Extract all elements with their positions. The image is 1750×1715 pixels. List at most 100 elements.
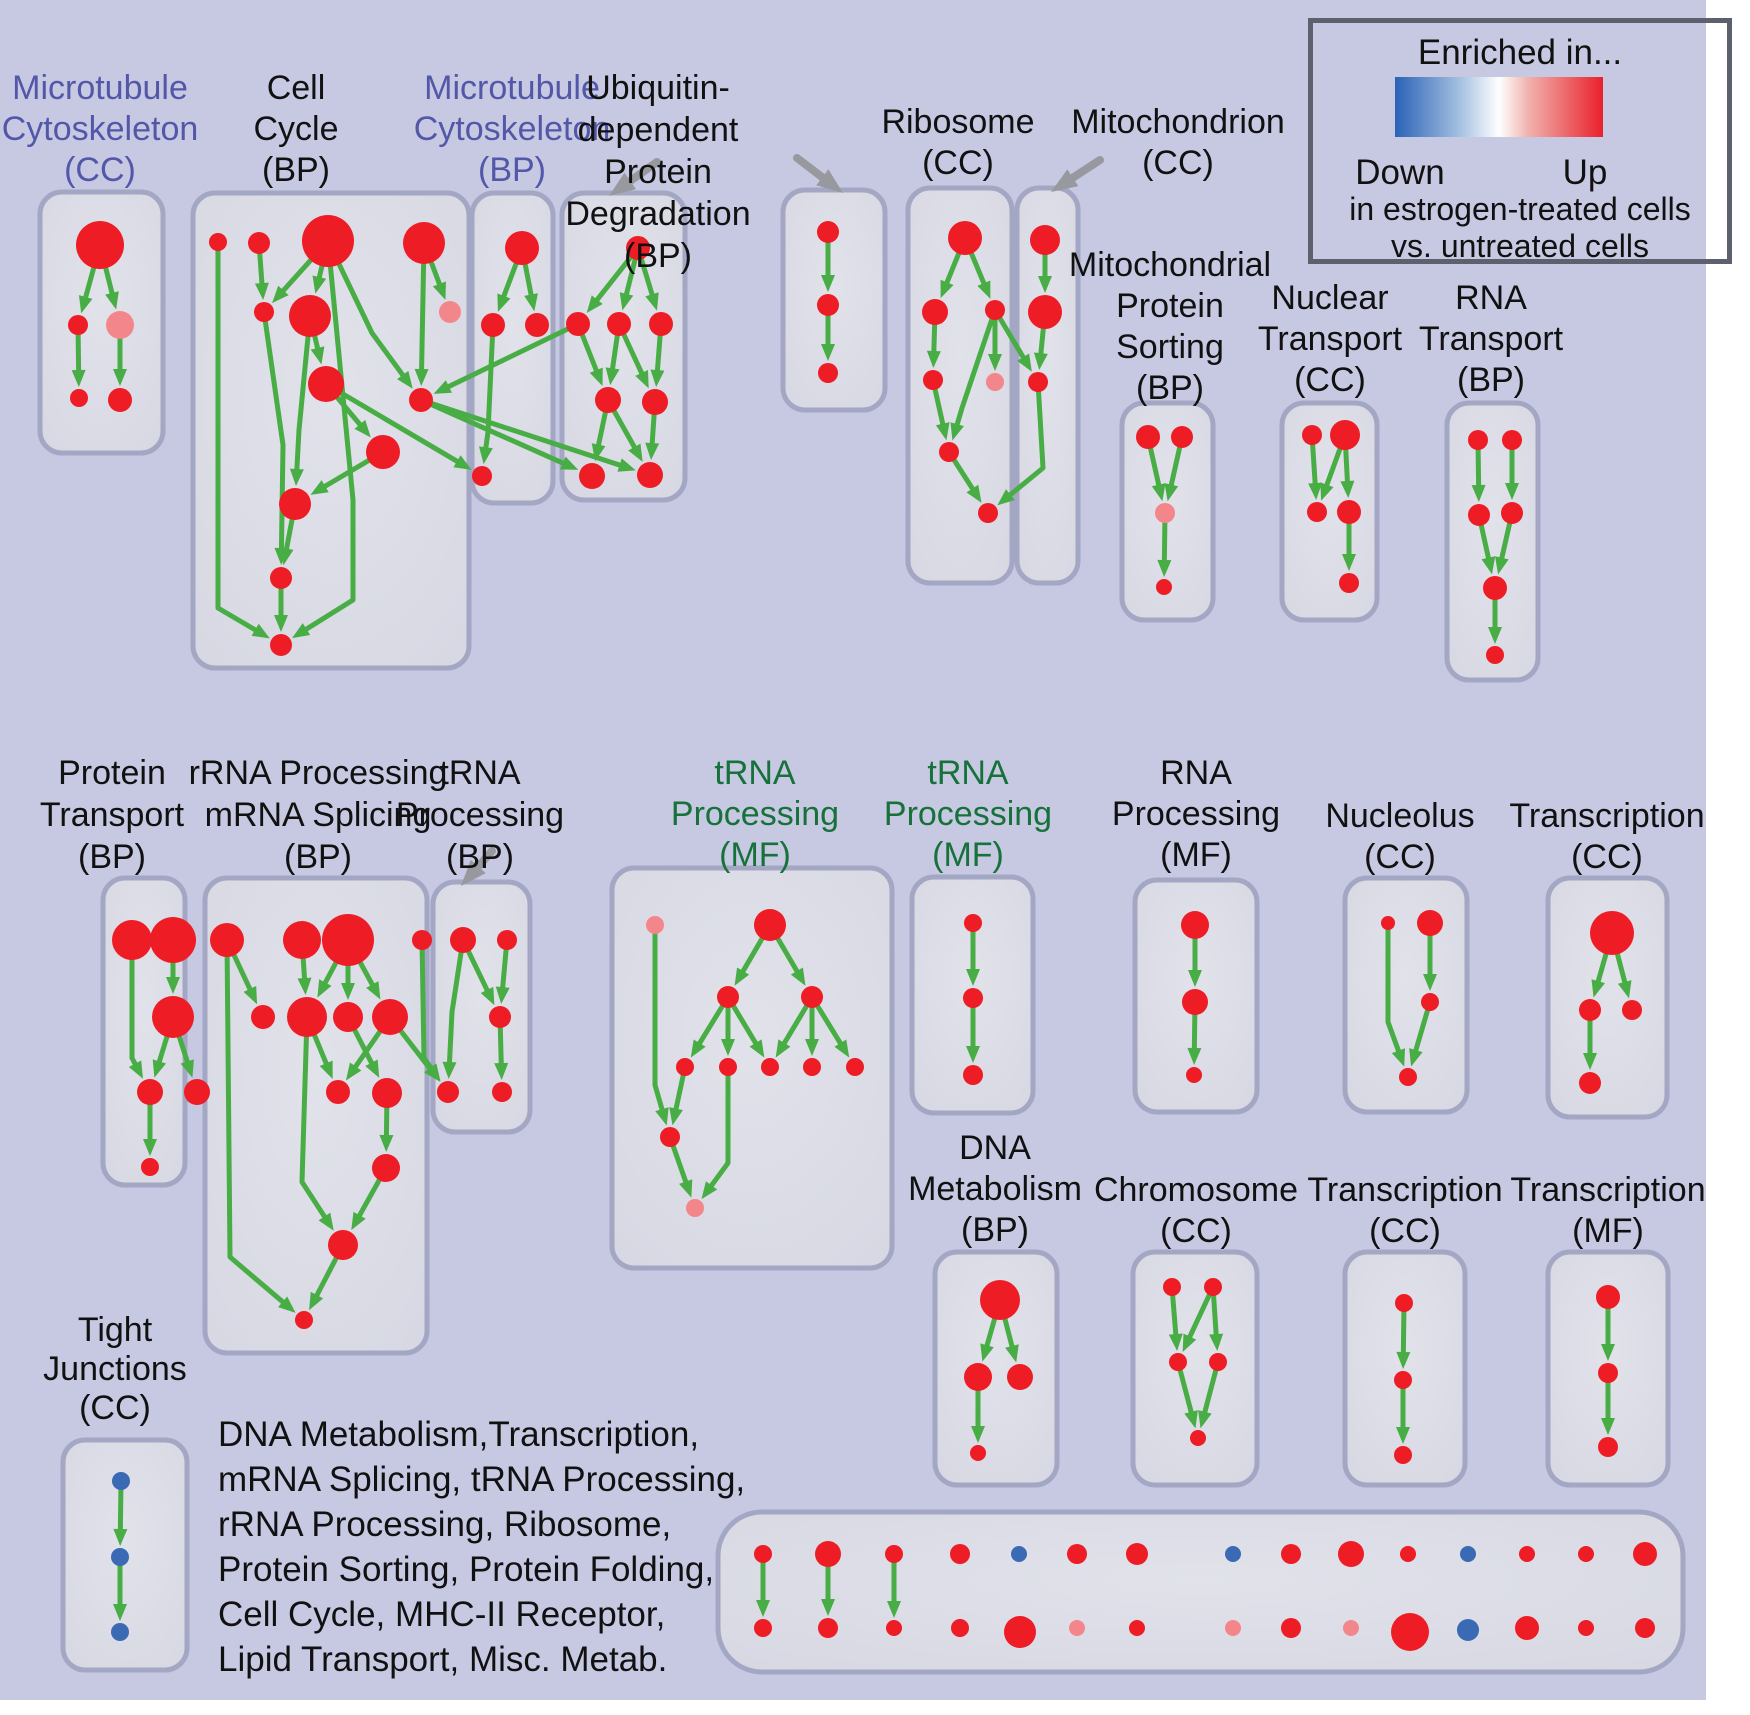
go-term-node-D4 [649, 312, 673, 336]
go-term-node-T1 [450, 927, 476, 953]
go-term-node-X5b [1004, 1616, 1036, 1648]
go-term-node-A2 [68, 315, 88, 335]
cluster-box-transcription-cc-3 [1342, 1249, 1468, 1488]
go-term-node-A1 [76, 221, 124, 269]
edge-line [1411, 999, 1433, 1058]
edge-arrowhead [289, 468, 304, 487]
go-term-node-Q4 [1579, 1072, 1601, 1094]
edge-arrowhead [1005, 1344, 1019, 1363]
go-term-node-J3 [1468, 504, 1490, 526]
edge-arrowhead [816, 169, 843, 193]
edge-arrowhead [71, 369, 86, 388]
cluster-label-rrna-processing-mrna-splicing-bp: rRNA Processing mRNA Splicing (BP) [189, 754, 448, 876]
cluster-label-ubiquitin-dependent-protein-degradation-bp: Ubiquitin-dependent Protein Degradation (BP… [565, 69, 750, 275]
go-term-node-L2 [283, 921, 321, 959]
go-term-node-M7 [761, 1058, 779, 1076]
edge-arrowhead [310, 480, 329, 495]
legend-title: Enriched in... [1417, 33, 1623, 72]
cluster-label-chromosome-cc: Chromosome (CC) [1094, 1171, 1298, 1250]
cluster-label-nucleolus-cc: Nucleolus (CC) [1325, 797, 1474, 876]
edge-arrowhead [274, 615, 288, 632]
go-term-node-X1b [754, 1619, 772, 1637]
edge-arrowhead [345, 1062, 362, 1081]
caption-line: Protein Sorting, Protein Folding, [218, 1550, 715, 1589]
edge-arrowhead [494, 1062, 509, 1081]
go-term-node-G3 [1028, 372, 1048, 392]
go-term-node-M1 [646, 916, 664, 934]
go-term-node-I3 [1307, 502, 1327, 522]
go-term-node-F7 [978, 503, 998, 523]
edge-line [953, 307, 998, 432]
go-term-node-N3 [963, 1065, 983, 1085]
edge-arrowhead [971, 1426, 985, 1443]
go-term-node-F2 [922, 299, 948, 325]
edge-line [1064, 156, 1104, 185]
edge-arrowhead [1182, 1333, 1197, 1353]
cluster-label-cell-cycle-bp: Cell Cycle (BP) [253, 69, 338, 189]
go-term-node-M3 [717, 986, 739, 1008]
edge-arrowhead [1017, 353, 1032, 372]
edge-line [325, 238, 409, 382]
cluster-label-mitochondrial-protein-sorting-bp: Mitochondrial Protein Sorting (BP) [1069, 246, 1271, 407]
edge-arrowhead [628, 443, 643, 462]
go-term-node-J1 [1468, 430, 1488, 450]
edge-arrowhead [966, 1046, 980, 1063]
go-term-node-X10t [1338, 1541, 1364, 1567]
go-term-node-B1 [209, 233, 227, 251]
cluster-label-trna-processing-mf-1: tRNA Processing (MF) [671, 754, 839, 874]
go-term-node-D2 [566, 312, 590, 336]
edge-line [622, 158, 661, 188]
go-term-node-J6 [1486, 646, 1504, 664]
edge-arrowhead [775, 1039, 791, 1058]
go-term-node-X12b [1457, 1619, 1479, 1641]
go-term-node-X11t [1400, 1546, 1416, 1562]
cluster-label-microtubule-cytoskeleton-bp: Microtubule Cytoskeleton (BP) [414, 69, 611, 189]
edge-arrowhead [591, 443, 606, 462]
edge-arrowhead [180, 1059, 194, 1078]
go-term-node-A4 [70, 389, 88, 407]
edge-arrowhead [1342, 554, 1356, 571]
edge-arrowhead [128, 1060, 143, 1079]
edge-arrowhead [1198, 1410, 1212, 1429]
go-term-node-U3 [1394, 1446, 1412, 1464]
edge-arrowhead [721, 1039, 735, 1056]
edge-line [1201, 1359, 1221, 1420]
edge-arrowhead [1187, 1047, 1202, 1066]
edge-arrowhead [1481, 556, 1496, 575]
go-term-node-L10 [372, 1078, 402, 1108]
go-term-node-B13 [270, 634, 292, 656]
edge-arrowhead [317, 979, 332, 998]
edge-arrowhead [453, 455, 472, 470]
go-term-node-C3 [525, 313, 549, 337]
edge-arrowhead [105, 291, 119, 310]
go-term-node-T2 [497, 930, 517, 950]
edge-arrowhead [1151, 483, 1166, 502]
go-term-node-J5 [1483, 576, 1507, 600]
go-term-node-N1 [964, 914, 982, 932]
go-term-node-X6b [1069, 1620, 1085, 1636]
cluster-label-microtubule-cytoskeleton-cc: Microtubule Cytoskeleton (CC) [2, 69, 199, 189]
go-term-node-N2 [963, 988, 983, 1008]
go-term-node-K4 [137, 1079, 163, 1105]
cluster-label-tight-junctions-cc: Tight Junctions (CC) [43, 1311, 187, 1427]
edge-line [706, 1064, 731, 1192]
go-term-node-S3 [1169, 1353, 1187, 1371]
go-term-node-D1 [626, 236, 650, 260]
edge-arrowhead [1168, 1333, 1183, 1352]
edge-arrowhead [821, 344, 835, 361]
go-term-node-L11 [372, 1154, 400, 1182]
go-term-node-M4 [801, 986, 823, 1008]
cluster-label-rna-transport-bp: RNA Transport (BP) [1419, 279, 1564, 399]
go-term-node-P3 [1421, 993, 1439, 1011]
edge-arrowhead [379, 1134, 394, 1153]
edge-arrowhead [589, 367, 603, 387]
go-term-node-V1 [1596, 1285, 1620, 1309]
go-term-node-R4 [970, 1445, 986, 1461]
go-term-node-X10b [1343, 1620, 1359, 1636]
cluster-box-dna-metabolism [932, 1249, 1060, 1488]
go-term-node-X13b [1515, 1616, 1539, 1640]
edge-arrowhead [645, 292, 659, 311]
edge-arrowhead [497, 293, 511, 312]
edge-line [419, 937, 437, 1075]
